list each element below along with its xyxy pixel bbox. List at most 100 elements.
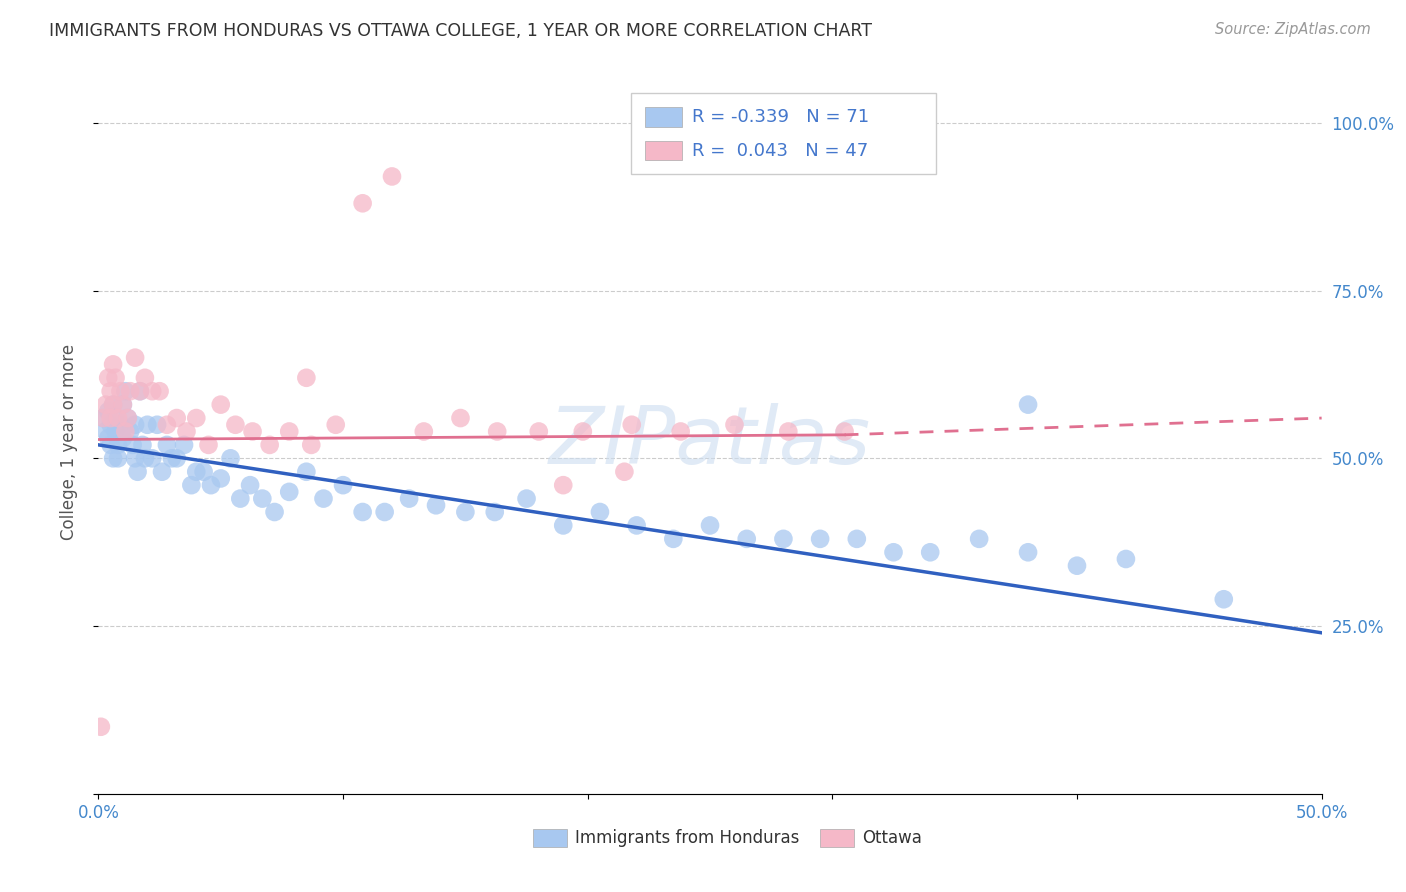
Point — [173, 438, 195, 452]
Point — [127, 465, 149, 479]
Point — [299, 438, 322, 452]
Point — [141, 384, 163, 399]
Point — [101, 357, 124, 371]
Point — [450, 411, 472, 425]
Point — [278, 425, 301, 439]
Point — [186, 465, 208, 479]
Point — [398, 491, 420, 506]
Point — [101, 451, 124, 466]
Point — [129, 384, 152, 399]
Point — [486, 425, 509, 439]
Text: Source: ZipAtlas.com: Source: ZipAtlas.com — [1215, 22, 1371, 37]
Point — [484, 505, 506, 519]
Point — [662, 532, 685, 546]
Point — [149, 384, 172, 399]
Point — [101, 398, 124, 412]
Point — [91, 411, 114, 425]
Point — [699, 518, 721, 533]
Point — [883, 545, 905, 559]
Point — [352, 505, 374, 519]
Point — [834, 425, 856, 439]
Point — [124, 451, 146, 466]
Point — [1066, 558, 1088, 573]
Point — [107, 438, 129, 452]
Point — [124, 417, 146, 432]
Point — [107, 411, 129, 425]
Text: R =  0.043   N = 47: R = 0.043 N = 47 — [692, 142, 868, 160]
Point — [104, 411, 127, 425]
Text: R = -0.339   N = 71: R = -0.339 N = 71 — [692, 108, 869, 126]
Point — [1212, 592, 1234, 607]
Point — [325, 417, 347, 432]
Point — [94, 425, 117, 439]
Point — [166, 451, 188, 466]
Text: ZIPatlas: ZIPatlas — [548, 402, 872, 481]
Point — [136, 417, 159, 432]
Point — [845, 532, 868, 546]
Point — [454, 505, 477, 519]
Point — [412, 425, 434, 439]
Point — [920, 545, 942, 559]
Point — [97, 404, 120, 418]
Point — [134, 451, 156, 466]
Point — [124, 351, 146, 365]
Point — [176, 425, 198, 439]
Point — [117, 411, 139, 425]
Point — [134, 371, 156, 385]
Point — [295, 371, 318, 385]
Point — [104, 371, 127, 385]
FancyBboxPatch shape — [630, 93, 936, 174]
Point — [295, 465, 318, 479]
Point — [669, 425, 692, 439]
Point — [723, 417, 745, 432]
Point — [111, 398, 134, 412]
FancyBboxPatch shape — [645, 107, 682, 127]
Y-axis label: College, 1 year or more: College, 1 year or more — [59, 343, 77, 540]
Point — [101, 398, 124, 412]
Point — [186, 411, 208, 425]
Point — [104, 425, 127, 439]
Point — [1017, 398, 1039, 412]
Point — [332, 478, 354, 492]
Point — [91, 411, 114, 425]
Point — [278, 484, 301, 499]
Point — [114, 384, 136, 399]
Point — [90, 720, 112, 734]
Point — [620, 417, 643, 432]
Point — [120, 384, 142, 399]
Point — [97, 431, 120, 445]
Point — [515, 491, 537, 506]
FancyBboxPatch shape — [533, 830, 567, 847]
Point — [131, 438, 153, 452]
Point — [141, 451, 163, 466]
Point — [1017, 545, 1039, 559]
Point — [97, 371, 120, 385]
Point — [808, 532, 831, 546]
FancyBboxPatch shape — [645, 141, 682, 161]
Point — [100, 384, 122, 399]
Point — [121, 438, 143, 452]
Point — [572, 425, 595, 439]
Point — [374, 505, 396, 519]
Point — [146, 417, 169, 432]
Point — [778, 425, 800, 439]
Point — [772, 532, 794, 546]
Point — [156, 417, 179, 432]
Point — [242, 425, 264, 439]
Point — [425, 498, 447, 512]
Point — [150, 465, 173, 479]
Point — [252, 491, 274, 506]
Point — [527, 425, 550, 439]
Point — [239, 478, 262, 492]
Point — [735, 532, 758, 546]
Point — [156, 438, 179, 452]
Point — [110, 384, 132, 399]
Point — [209, 398, 232, 412]
FancyBboxPatch shape — [820, 830, 855, 847]
Point — [613, 465, 636, 479]
Point — [553, 518, 575, 533]
Text: IMMIGRANTS FROM HONDURAS VS OTTAWA COLLEGE, 1 YEAR OR MORE CORRELATION CHART: IMMIGRANTS FROM HONDURAS VS OTTAWA COLLE… — [49, 22, 872, 40]
Point — [589, 505, 612, 519]
Point — [111, 398, 134, 412]
Point — [114, 425, 136, 439]
